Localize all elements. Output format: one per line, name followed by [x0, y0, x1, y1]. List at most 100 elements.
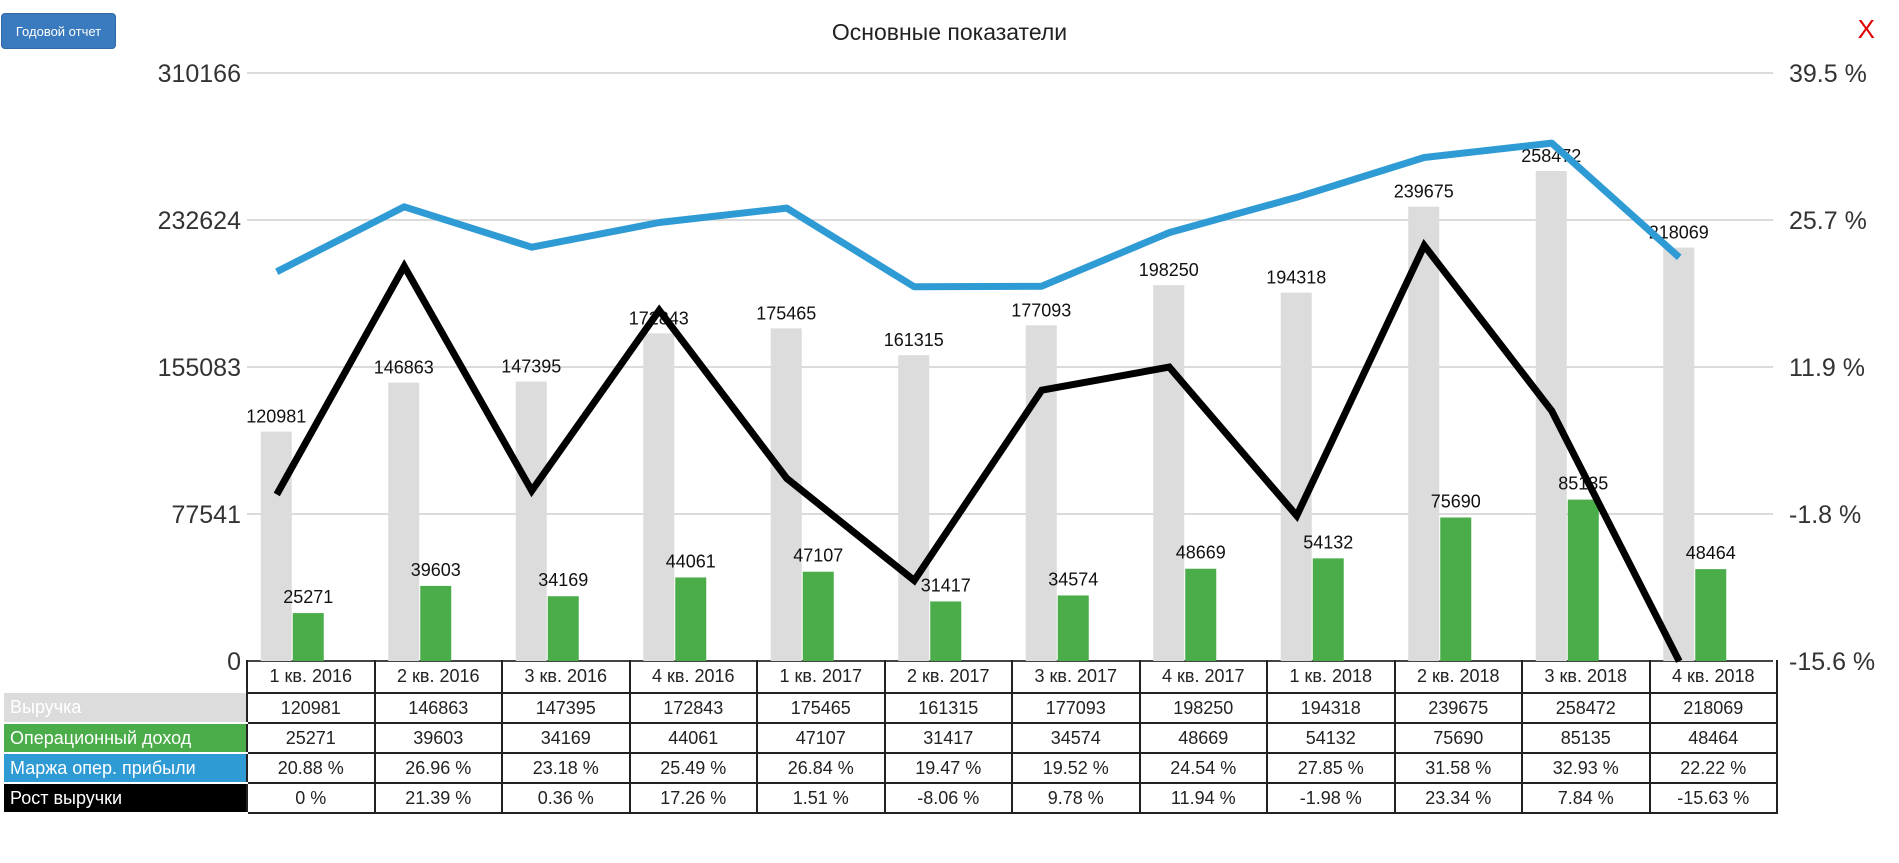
op-income-data-label: 54132 — [1303, 532, 1353, 552]
table-cell: 172843 — [628, 692, 758, 724]
left-axis-tick-label: 155083 — [158, 354, 241, 382]
table-cell: 23.34 % — [1393, 782, 1523, 814]
category-label: 1 кв. 2016 — [246, 660, 376, 694]
op-income-data-label: 39603 — [411, 560, 461, 580]
revenue-bar — [388, 382, 420, 661]
revenue-bar — [1025, 325, 1057, 661]
chart-title: Основные показатели — [831, 19, 1068, 45]
table-cell: 239675 — [1393, 692, 1523, 724]
revenue-data-label: 218069 — [1649, 223, 1709, 243]
revenue-data-label: 120981 — [246, 407, 306, 427]
op-income-bar — [1567, 499, 1599, 661]
table-cell: -8.06 % — [883, 782, 1013, 814]
revenue-data-label: 177093 — [1011, 300, 1071, 320]
revenue-bar — [260, 431, 292, 661]
table-cell: -15.63 % — [1648, 782, 1778, 814]
table-cell: 161315 — [883, 692, 1013, 724]
table-row: Операционный доход 25271 39603 34169 44061 47… — [4, 722, 1778, 754]
revenue-bar — [1153, 285, 1185, 661]
table-cell: 44061 — [628, 722, 758, 754]
table-cell: 0.36 % — [501, 782, 631, 814]
op-income-data-label: 75690 — [1431, 492, 1481, 512]
table-cell: 48464 — [1648, 722, 1778, 754]
revenue-data-label: 147395 — [501, 357, 561, 377]
table-row: Рост выручки 0 % 21.39 % 0.36 % 17.26 % 1.51 … — [4, 782, 1778, 814]
close-button[interactable]: X — [1857, 14, 1875, 44]
table-cell: 120981 — [246, 692, 376, 724]
table-cell: 31.58 % — [1393, 752, 1523, 784]
table-cell: 31417 — [883, 722, 1013, 754]
table-header-row: 1 кв. 2016 2 кв. 2016 3 кв. 2016 4 кв. 2016… — [4, 660, 1778, 694]
revenue-bar — [515, 381, 547, 661]
category-label: 4 кв. 2017 — [1138, 660, 1268, 694]
left-axis-tick-label: 0 — [227, 648, 241, 670]
revenue-bar — [643, 333, 675, 661]
left-axis-tick-label: 232624 — [158, 207, 242, 235]
table-cell: 194318 — [1266, 692, 1396, 724]
op-income-data-label: 34574 — [1048, 569, 1098, 589]
op-income-bar — [1440, 517, 1472, 661]
op-income-bar — [1185, 568, 1217, 661]
table-cell: 54132 — [1266, 722, 1396, 754]
table-cell: 25271 — [246, 722, 376, 754]
table-cell: 48669 — [1138, 722, 1268, 754]
table-cell: 22.22 % — [1648, 752, 1778, 784]
op-income-data-label: 34169 — [538, 570, 588, 590]
category-label: 3 кв. 2018 — [1521, 660, 1651, 694]
right-axis-tick-label: 39.5 % — [1789, 60, 1867, 88]
table-cell: 19.52 % — [1011, 752, 1141, 784]
op-income-bar — [675, 577, 707, 661]
revenue-data-label: 198250 — [1139, 260, 1199, 280]
table-cell: 26.96 % — [373, 752, 503, 784]
table-cell: 24.54 % — [1138, 752, 1268, 784]
table-cell: 147395 — [501, 692, 631, 724]
table-cell: 47107 — [756, 722, 886, 754]
left-axis-tick-label: 77541 — [171, 501, 241, 529]
left-axis-tick-label: 310166 — [158, 60, 241, 88]
op-income-bar — [1312, 558, 1344, 661]
op-income-data-label: 48464 — [1686, 543, 1736, 563]
op-income-data-label: 48669 — [1176, 543, 1226, 563]
op-income-bar — [547, 596, 579, 661]
table-corner — [4, 660, 247, 693]
annual-report-button[interactable]: Годовой отчет — [1, 13, 116, 49]
category-label: 1 кв. 2017 — [756, 660, 886, 694]
table-cell: 39603 — [373, 722, 503, 754]
table-row: Выручка 120981 146863 147395 172843 175465 161… — [4, 692, 1778, 724]
op-income-data-label: 25271 — [283, 587, 333, 607]
category-label: 2 кв. 2018 — [1393, 660, 1523, 694]
table-cell: 25.49 % — [628, 752, 758, 784]
op-income-data-label: 44061 — [666, 551, 716, 571]
category-label: 2 кв. 2017 — [883, 660, 1013, 694]
growth-line — [273, 238, 1683, 663]
revenue-data-label: 194318 — [1266, 268, 1326, 288]
table-cell: 21.39 % — [373, 782, 503, 814]
table-row: Маржа опер. прибыли 20.88 % 26.96 % 23.18 %… — [4, 752, 1778, 784]
revenue-bar — [1663, 247, 1695, 661]
revenue-bar — [1280, 292, 1312, 661]
table-cell: 20.88 % — [246, 752, 376, 784]
table-cell: -1.98 % — [1266, 782, 1396, 814]
table-cell: 146863 — [373, 692, 503, 724]
revenue-data-label: 239675 — [1394, 182, 1454, 202]
margin-line — [275, 139, 1682, 291]
op-income-bar — [930, 601, 962, 661]
category-label: 3 кв. 2016 — [501, 660, 631, 694]
table-cell: 26.84 % — [756, 752, 886, 784]
op-income-bar — [1695, 569, 1727, 661]
table-cell: 9.78 % — [1011, 782, 1141, 814]
right-axis-tick-label: 25.7 % — [1789, 207, 1867, 235]
category-label: 4 кв. 2018 — [1648, 660, 1778, 694]
main-chart: 310166 39.5 % 232624 25.7 % 155083 11.9 % 7754… — [158, 60, 1876, 670]
table-cell: 23.18 % — [501, 752, 631, 784]
table-cell: 1.51 % — [756, 782, 886, 814]
revenue-bar — [898, 355, 930, 661]
table-cell: 258472 — [1521, 692, 1651, 724]
table-cell: 7.84 % — [1521, 782, 1651, 814]
op-income-bar — [802, 571, 834, 661]
table-cell: 198250 — [1138, 692, 1268, 724]
legend-series-label: Маржа опер. прибыли — [4, 753, 247, 784]
table-cell: 34574 — [1011, 722, 1141, 754]
op-income-bar — [292, 613, 324, 661]
table-cell: 85135 — [1521, 722, 1651, 754]
